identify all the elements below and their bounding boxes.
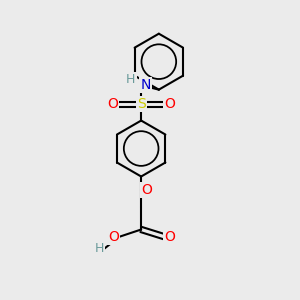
Text: N: N [140,78,151,92]
Text: O: O [107,98,118,111]
Text: H: H [126,74,136,86]
Text: O: O [165,230,176,244]
Text: S: S [137,98,146,111]
Text: O: O [108,230,119,244]
Text: O: O [141,183,152,197]
Text: H: H [94,242,104,255]
Text: O: O [164,98,175,111]
